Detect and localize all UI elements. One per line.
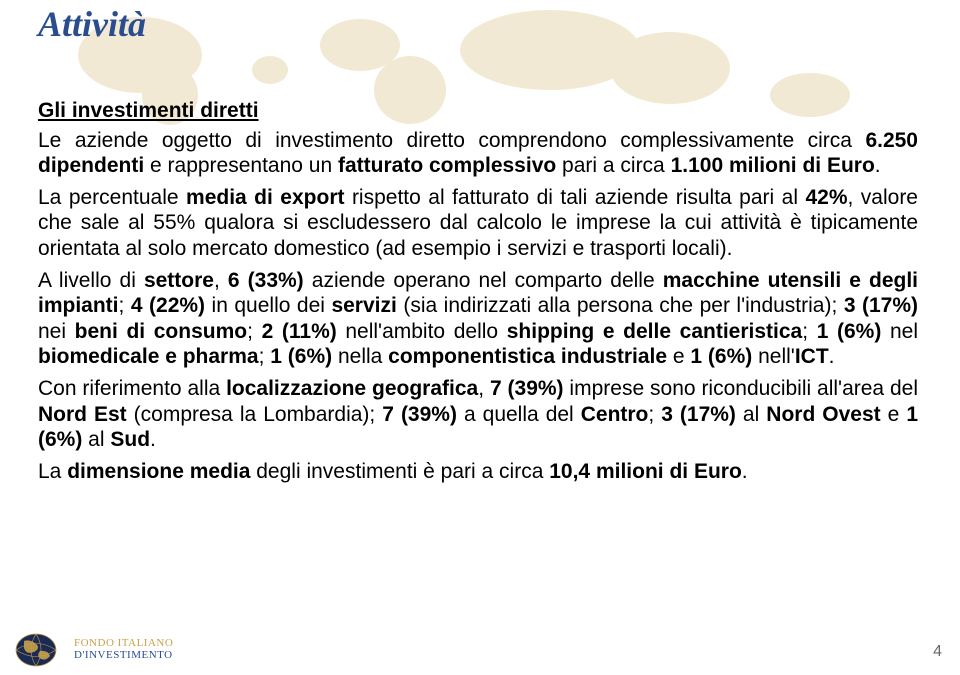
bold: 6 (33%) [228,269,304,292]
bold: 3 (17%) [661,403,736,426]
bold: 3 (17%) [844,294,918,317]
text: ; [648,403,661,426]
bold: localizzazione geografica [226,377,478,400]
text: La percentuale [38,186,186,209]
text: , [214,269,228,292]
bold: dimensione media [67,460,250,483]
text: a quella del [457,403,581,426]
text: (compresa la Lombardia); [127,403,383,426]
text: nei [38,320,75,343]
bold: settore [144,269,214,292]
text: e [881,403,907,426]
bold: fatturato complessivo [338,154,556,177]
bold: 7 (39%) [382,403,457,426]
text: A livello di [38,269,144,292]
bold: Nord Est [38,403,127,426]
bold: biomedicale e pharma [38,345,259,368]
bold: 10,4 milioni di Euro [549,460,742,483]
bold: ICT [795,345,829,368]
text: La [38,460,67,483]
bold: Nord Ovest [766,403,880,426]
text: . [875,154,881,177]
bold: 1 (6%) [270,345,332,368]
page-number: 4 [933,643,942,661]
bold: componentistica industriale [388,345,667,368]
bold: shipping e delle cantieristica [507,320,802,343]
bold: 4 (22%) [131,294,205,317]
text: al [82,428,110,451]
bold: 1.100 milioni di Euro [671,154,875,177]
globe-icon [14,631,66,669]
text: pari a circa [556,154,670,177]
bold: 1 (6%) [817,320,882,343]
text: ; [247,320,261,343]
paragraph-5: La dimensione media degli investimenti è… [38,459,918,485]
text: aziende operano nel comparto delle [304,269,663,292]
bold: Sud [110,428,150,451]
bold: 1 (6%) [690,345,752,368]
bold: 7 (39%) [490,377,564,400]
text: ; [802,320,816,343]
text: Con riferimento alla [38,377,226,400]
text: (sia indirizzati alla persona che per l'… [397,294,844,317]
text: . [829,345,835,368]
paragraph-1: Le aziende oggetto di investimento diret… [38,128,918,179]
bold: 2 (11%) [262,320,337,343]
slide-title: Attività [38,3,146,45]
footer-line-2: D'INVESTIMENTO [74,650,173,662]
text: in quello dei [205,294,331,317]
text: rispetto al fatturato di tali aziende ri… [344,186,805,209]
paragraph-4: Con riferimento alla localizzazione geog… [38,376,918,453]
text: degli investimenti è pari a circa [250,460,549,483]
text: al [736,403,766,426]
paragraph-3: A livello di settore, 6 (33%) aziende op… [38,268,918,370]
bold: media di export [186,186,344,209]
text: nell' [752,345,795,368]
text: . [742,460,748,483]
text: , [478,377,490,400]
text: ; [119,294,131,317]
text: Le aziende oggetto di investimento diret… [38,129,865,152]
text: ; [259,345,271,368]
bold: 42% [805,186,847,209]
text: . [150,428,156,451]
paragraph-2: La percentuale media di export rispetto … [38,185,918,262]
bold: Centro [581,403,649,426]
slide: Attività Gli investimenti diretti Le azi… [0,0,960,675]
text: nella [332,345,388,368]
text: e rappresentano un [144,154,338,177]
text: imprese sono riconducibili all'area del [564,377,918,400]
text: nel [881,320,918,343]
footer-text: FONDO ITALIANO D'INVESTIMENTO [74,638,173,661]
subheading: Gli investimenti diretti [38,98,918,124]
bold: servizi [331,294,396,317]
text: nell'ambito dello [337,320,507,343]
footer-logo: FONDO ITALIANO D'INVESTIMENTO [14,631,173,669]
bold: beni di consumo [75,320,247,343]
body-text: Gli investimenti diretti Le aziende ogge… [38,98,918,491]
text: e [667,345,690,368]
